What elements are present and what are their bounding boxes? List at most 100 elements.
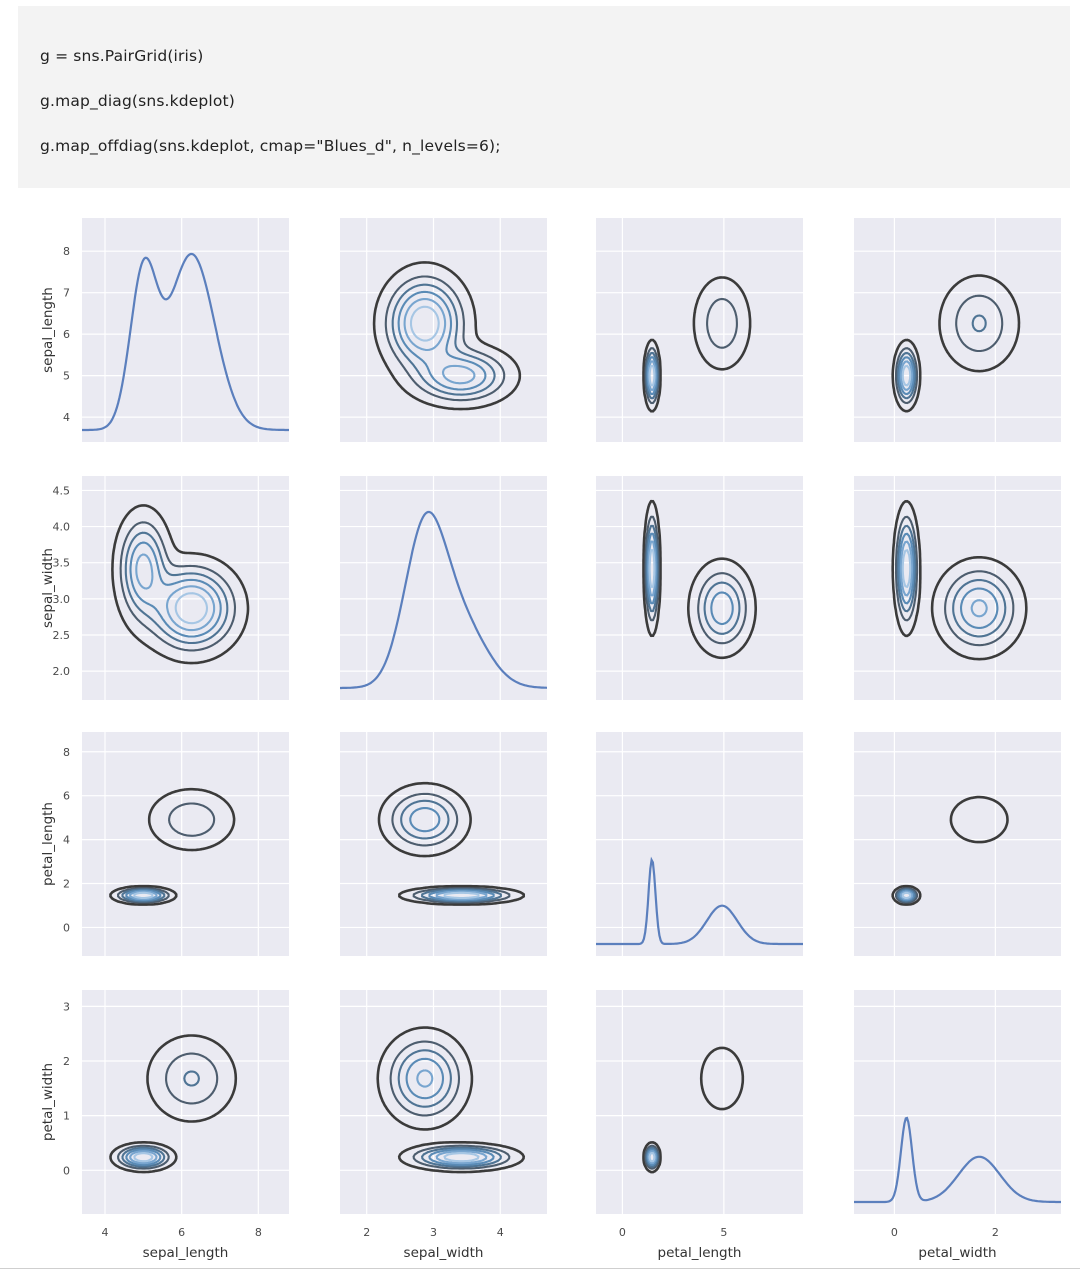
contour-level-4 [898, 356, 915, 396]
x-tick-label-petal_length: 5 [720, 1226, 727, 1239]
contour-level-3 [397, 1049, 502, 1168]
contour-level-5 [129, 1150, 158, 1165]
contour-level-2 [894, 294, 1004, 405]
y-tick-label-petal_width: 3 [63, 1000, 70, 1013]
contour-level-5 [899, 360, 914, 391]
contour-level-3 [121, 1070, 200, 1168]
panel-sepal_width-vs-petal_width [854, 476, 1061, 700]
code-line-map-diag: g.map_diag(sns.kdeplot) [40, 92, 235, 110]
code-line-map-offdiag: g.map_offdiag(sns.kdeplot, cmap="Blues_d… [40, 137, 501, 155]
contour-level-6 [443, 1152, 480, 1163]
contour-level-3 [896, 314, 987, 400]
y-tick-label-petal_length: 0 [63, 921, 70, 934]
contour-level-1 [642, 1046, 745, 1174]
contour-level-6 [174, 592, 209, 625]
contour-level-5 [899, 540, 988, 618]
contour-level-2 [384, 275, 506, 402]
y-tick-label-petal_width: 2 [63, 1055, 70, 1068]
contour-level-3 [896, 888, 917, 903]
contour-level-6 [409, 305, 440, 342]
contour-level-4 [129, 541, 222, 638]
contour-level-2 [894, 887, 919, 904]
panel-sepal_length-vs-petal_width [854, 218, 1061, 442]
y-tick-label-petal_length: 8 [63, 746, 70, 759]
panel-petal_width-vs-sepal_length [82, 990, 289, 1214]
panel-background [596, 476, 803, 700]
x-tick-label-sepal_width: 3 [430, 1226, 437, 1239]
contour-level-1 [372, 261, 522, 411]
panel-sepal_width-vs-petal_length [596, 476, 803, 700]
y-axis-label-sepal_width: sepal_width [40, 548, 56, 628]
x-axis-label-petal_width: petal_width [918, 1245, 996, 1261]
y-tick-label-sepal_width: 3.5 [53, 557, 71, 570]
contour-level-2 [391, 792, 511, 904]
panel-petal_width-vs-petal_width [854, 990, 1061, 1214]
y-axis-label-petal_length: petal_length [40, 802, 56, 886]
panel-background [340, 732, 547, 956]
panel-background [340, 476, 547, 700]
x-axis-label-sepal_length: sepal_length [143, 1245, 229, 1261]
contour-level-1 [642, 499, 757, 660]
contour-level-1 [109, 787, 236, 906]
panel-petal_length-vs-petal_length [596, 732, 803, 956]
panel-petal_length-vs-petal_width [854, 732, 1061, 956]
panel-sepal_width-vs-sepal_width [340, 476, 547, 700]
contour-level-5 [435, 890, 488, 901]
contour-level-1 [891, 795, 1009, 906]
y-tick-label-petal_length: 6 [63, 790, 70, 803]
y-tick-label-sepal_width: 4.0 [53, 521, 71, 534]
contour-level-2 [389, 1040, 511, 1170]
panel-petal_width-vs-petal_length [596, 990, 803, 1214]
contour-level-6 [133, 891, 154, 900]
contour-level-3 [124, 531, 229, 645]
contour-level-1 [891, 274, 1021, 413]
contour-level-6 [133, 1152, 154, 1163]
contour-level-5 [647, 360, 657, 391]
panel-petal_length-vs-sepal_length [82, 732, 289, 956]
panel-background [596, 218, 803, 442]
contour-level-3 [645, 524, 741, 635]
contour-level-5 [899, 890, 914, 901]
contour-level-5 [647, 540, 657, 597]
contour-level-1 [891, 500, 1028, 661]
y-tick-label-sepal_length: 5 [63, 370, 70, 383]
panel-background [854, 732, 1061, 956]
contour-level-1 [642, 276, 752, 413]
panel-background [340, 990, 547, 1214]
contour-level-1 [377, 781, 525, 906]
y-axis-label-petal_width: petal_width [40, 1063, 56, 1141]
contour-level-6 [901, 364, 912, 387]
bottom-divider [0, 1268, 1080, 1269]
contour-level-5 [135, 553, 216, 632]
contour-level-4 [898, 889, 915, 902]
contour-level-6 [648, 549, 656, 588]
contour-level-4 [125, 1148, 162, 1166]
y-tick-label-petal_length: 4 [63, 834, 70, 847]
panel-sepal_length-vs-petal_length [596, 218, 803, 442]
kde-curve-petal_width [854, 1116, 1061, 1204]
contour-level-6 [648, 1152, 656, 1163]
panel-background [82, 732, 289, 956]
y-tick-label-sepal_length: 6 [63, 328, 70, 341]
panel-sepal_width-vs-sepal_length [82, 476, 289, 700]
code-line-pairgrid: g = sns.PairGrid(iris) [40, 47, 204, 65]
panel-background [854, 476, 1061, 700]
panel-background [596, 732, 803, 956]
contour-level-2 [117, 802, 216, 904]
kde-curve-sepal_length [82, 252, 289, 432]
x-axis-label-petal_length: petal_length [658, 1245, 742, 1261]
contour-level-4 [405, 1057, 495, 1166]
y-tick-label-sepal_length: 8 [63, 245, 70, 258]
y-axis-label-sepal_length: sepal_length [40, 287, 56, 373]
kde-curve-petal_length [596, 856, 803, 946]
contour-level-5 [647, 1150, 657, 1165]
x-tick-label-sepal_width: 4 [497, 1226, 504, 1239]
x-tick-label-sepal_length: 8 [255, 1226, 262, 1239]
contour-level-2 [119, 521, 237, 652]
contour-level-2 [894, 515, 1015, 647]
y-tick-label-sepal_width: 3.0 [53, 593, 71, 606]
y-tick-label-sepal_width: 2.5 [53, 629, 71, 642]
y-tick-label-sepal_width: 4.5 [53, 484, 71, 497]
panel-petal_length-vs-sepal_width [340, 732, 547, 956]
contour-level-5 [416, 1069, 488, 1165]
